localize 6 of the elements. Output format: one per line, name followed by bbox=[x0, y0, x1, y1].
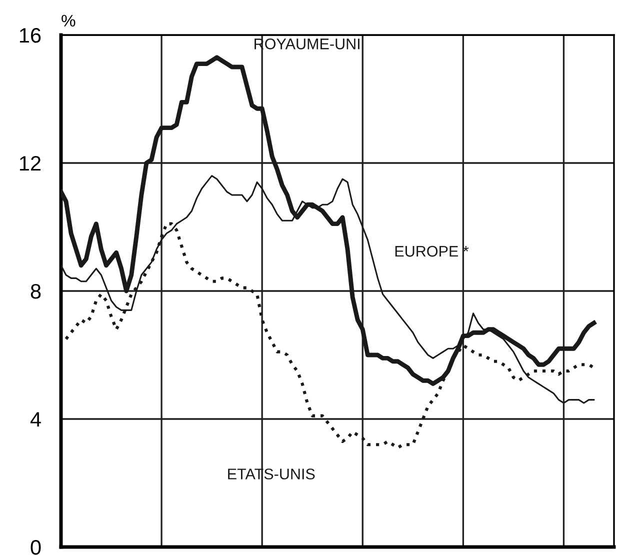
y-tick-label: 8 bbox=[30, 284, 41, 299]
y-tick-label: 16 bbox=[20, 28, 41, 43]
y-tick-label: 4 bbox=[30, 412, 41, 427]
y-tick-label: 0 bbox=[30, 540, 41, 555]
y-axis-title: % bbox=[62, 14, 76, 27]
y-tick-label: 12 bbox=[20, 156, 41, 171]
